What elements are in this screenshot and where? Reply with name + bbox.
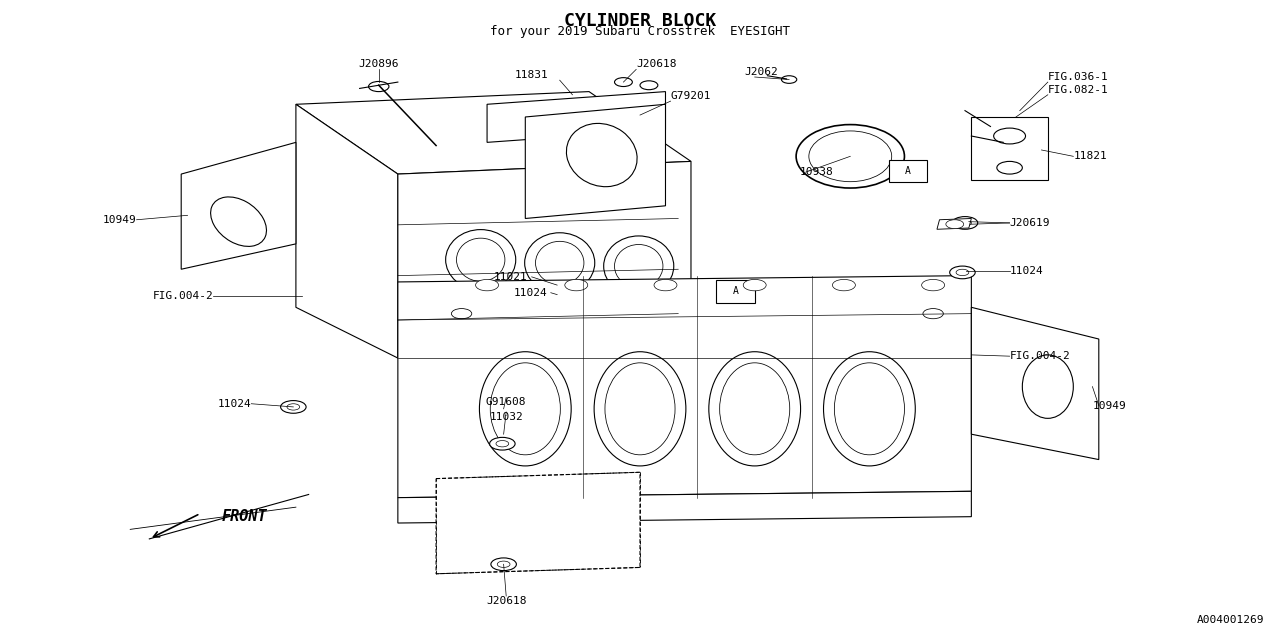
Polygon shape [182, 142, 296, 269]
FancyBboxPatch shape [717, 280, 755, 303]
Polygon shape [972, 307, 1098, 460]
Polygon shape [937, 218, 972, 229]
Circle shape [369, 81, 389, 92]
Text: FIG.004-2: FIG.004-2 [152, 291, 212, 301]
Polygon shape [398, 161, 691, 358]
Ellipse shape [796, 125, 905, 188]
Text: FRONT: FRONT [223, 509, 268, 524]
Text: 10949: 10949 [1092, 401, 1126, 411]
Circle shape [946, 220, 964, 228]
Text: J2062: J2062 [745, 67, 778, 77]
Circle shape [923, 308, 943, 319]
Text: 11032: 11032 [489, 412, 524, 422]
Ellipse shape [567, 124, 637, 187]
Ellipse shape [525, 233, 595, 293]
Ellipse shape [709, 352, 800, 466]
Polygon shape [296, 92, 691, 174]
Text: FIG.082-1: FIG.082-1 [1048, 84, 1108, 95]
Text: 10949: 10949 [102, 215, 137, 225]
Circle shape [280, 401, 306, 413]
Ellipse shape [993, 128, 1025, 144]
Polygon shape [436, 472, 640, 574]
Polygon shape [488, 92, 666, 142]
Polygon shape [972, 117, 1048, 180]
Text: J20618: J20618 [486, 596, 526, 606]
Ellipse shape [1023, 355, 1074, 419]
Text: 11024: 11024 [513, 288, 547, 298]
Circle shape [744, 280, 767, 291]
Text: 11831: 11831 [515, 70, 548, 80]
Circle shape [564, 280, 588, 291]
Text: G91608: G91608 [486, 397, 526, 408]
Ellipse shape [594, 352, 686, 466]
Text: for your 2019 Subaru Crosstrek  EYESIGHT: for your 2019 Subaru Crosstrek EYESIGHT [490, 25, 790, 38]
Ellipse shape [480, 352, 571, 466]
Text: FIG.036-1: FIG.036-1 [1048, 72, 1108, 82]
Polygon shape [525, 104, 666, 218]
Circle shape [922, 280, 945, 291]
Text: G79201: G79201 [671, 91, 712, 101]
Ellipse shape [997, 161, 1023, 174]
Text: A: A [905, 166, 910, 176]
Circle shape [832, 280, 855, 291]
Circle shape [654, 280, 677, 291]
Text: A: A [732, 287, 739, 296]
Circle shape [952, 216, 978, 229]
Circle shape [476, 280, 498, 291]
Circle shape [452, 308, 472, 319]
Ellipse shape [604, 236, 673, 296]
Text: J20896: J20896 [358, 60, 399, 69]
Circle shape [492, 558, 516, 571]
Text: 11821: 11821 [1074, 151, 1107, 161]
Text: 10938: 10938 [799, 167, 833, 177]
Text: 11021: 11021 [494, 272, 527, 282]
Circle shape [614, 77, 632, 86]
Circle shape [950, 266, 975, 279]
Text: J20618: J20618 [636, 60, 677, 69]
Ellipse shape [211, 197, 266, 246]
Circle shape [490, 437, 515, 450]
Text: 11024: 11024 [218, 399, 251, 409]
Text: FIG.004-2: FIG.004-2 [1010, 351, 1070, 361]
FancyBboxPatch shape [888, 160, 927, 182]
Circle shape [782, 76, 796, 83]
Text: A004001269: A004001269 [1197, 614, 1265, 625]
Polygon shape [398, 492, 972, 523]
Ellipse shape [445, 230, 516, 290]
Polygon shape [296, 104, 398, 358]
Circle shape [640, 81, 658, 90]
Text: CYLINDER BLOCK: CYLINDER BLOCK [564, 12, 716, 30]
Text: J20619: J20619 [1010, 218, 1050, 228]
Ellipse shape [823, 352, 915, 466]
Text: 11024: 11024 [1010, 266, 1043, 275]
Polygon shape [398, 276, 972, 498]
